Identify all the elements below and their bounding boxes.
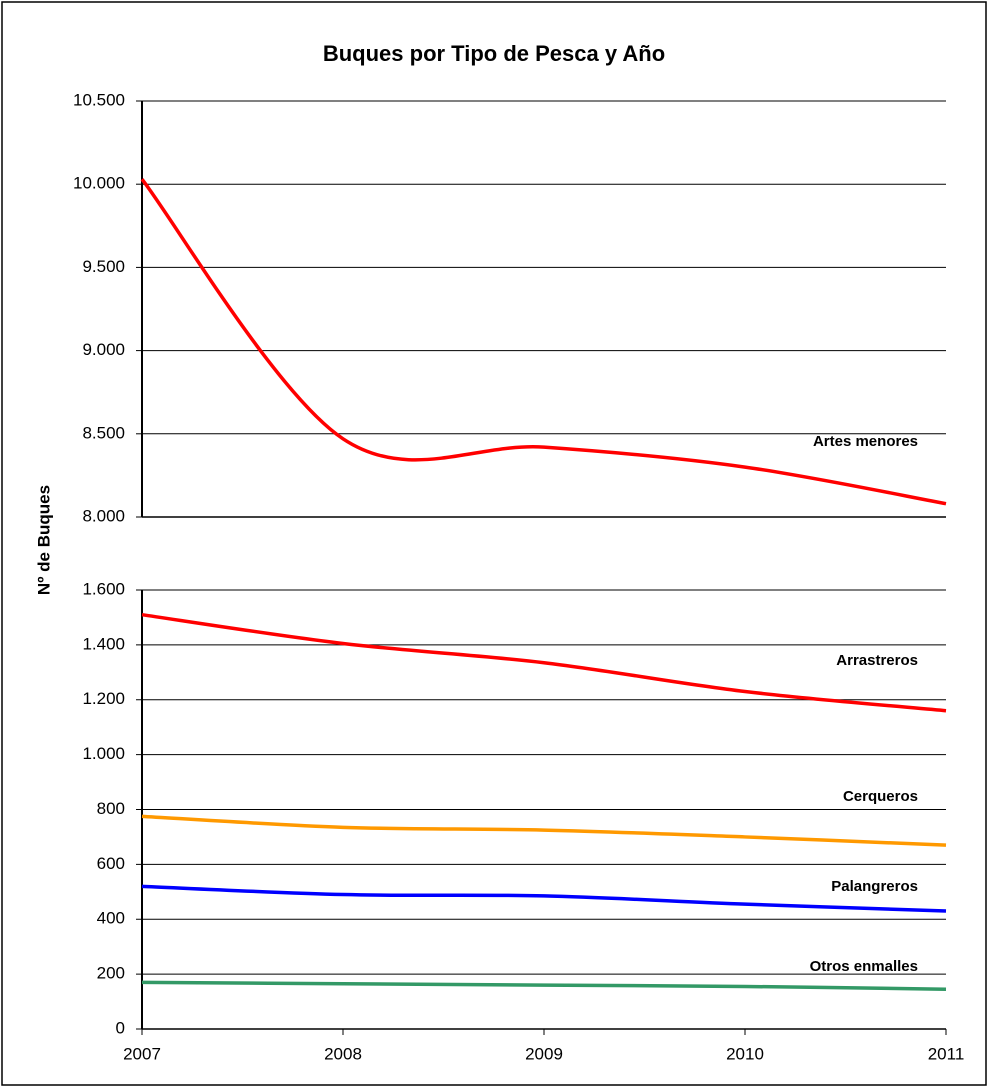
series-label: Cerqueros [843,788,918,805]
series-line [140,178,947,506]
series-label: Arrastreros [836,652,918,669]
y-tick-label: 9.000 [82,340,125,359]
chart-title: Buques por Tipo de Pesca y Año [323,41,665,66]
x-tick-label: 2011 [928,1044,965,1063]
y-tick-label: 400 [97,909,125,928]
series-line [141,612,947,713]
y-tick-label: 9.500 [82,257,125,276]
series-label: Otros enmalles [810,958,918,975]
y-tick-label: 1.400 [82,634,125,653]
y-tick-label: 1.200 [82,689,125,708]
series-label: Palangreros [831,878,918,895]
x-tick-label: 2010 [726,1044,764,1063]
y-tick-label: 1.000 [82,744,125,763]
y-axis-title: Nº de Buques [34,485,53,595]
y-tick-label: 200 [97,964,125,983]
y-tick-label: 800 [97,799,125,818]
x-tick-label: 2007 [123,1044,161,1063]
y-tick-label: 1.600 [82,579,125,598]
y-tick-label: 0 [116,1018,125,1037]
y-tick-label: 8.000 [82,506,125,525]
series-line [141,814,947,847]
y-tick-label: 600 [97,854,125,873]
series-line [141,884,947,913]
y-tick-label: 10.000 [73,174,125,193]
series-line [141,980,947,991]
series-label: Artes menores [813,433,918,450]
x-tick-label: 2008 [324,1044,362,1063]
x-tick-label: 2009 [525,1044,563,1063]
y-tick-label: 10.500 [73,90,125,109]
y-tick-label: 8.500 [82,423,125,442]
